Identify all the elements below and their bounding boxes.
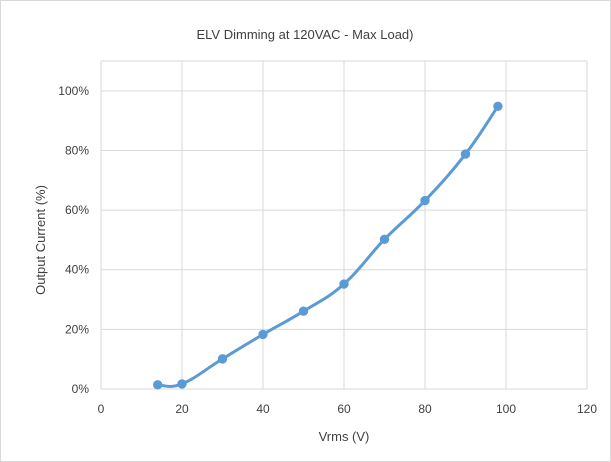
data-point [420,195,430,206]
data-point [258,329,268,340]
y-tick-label: 100% [58,84,89,98]
data-point [217,354,228,364]
x-tick-label: 0 [98,402,105,416]
data-point [460,149,471,159]
data-point [298,306,309,316]
data-point [379,234,390,245]
x-tick-label: 80 [418,402,432,416]
x-tick-label: 20 [175,402,189,416]
y-tick-label: 20% [65,322,89,336]
data-series [153,101,503,390]
data-point [153,380,163,390]
data-point [339,279,349,289]
grid-lines [100,60,588,390]
chart-title: ELV Dimming at 120VAC - Max Load) [197,27,414,42]
series-line [156,104,500,388]
y-axis-label: Output Current (%) [33,185,48,295]
x-tick-label: 100 [496,402,516,416]
data-point [177,379,187,389]
y-tick-label: 60% [65,203,89,217]
x-tick-label: 40 [256,402,270,416]
y-tick-label: 40% [65,263,89,277]
x-tick-label: 120 [577,402,597,416]
x-axis-label: Vrms (V) [319,429,370,444]
y-tick-label: 80% [65,143,89,157]
data-point [493,101,503,112]
tick-labels: 0 20 40 60 80 100 120 0% 20% 40% 60% 80% 100% [58,84,597,416]
y-tick-label: 0% [72,382,90,396]
x-tick-label: 60 [337,402,351,416]
